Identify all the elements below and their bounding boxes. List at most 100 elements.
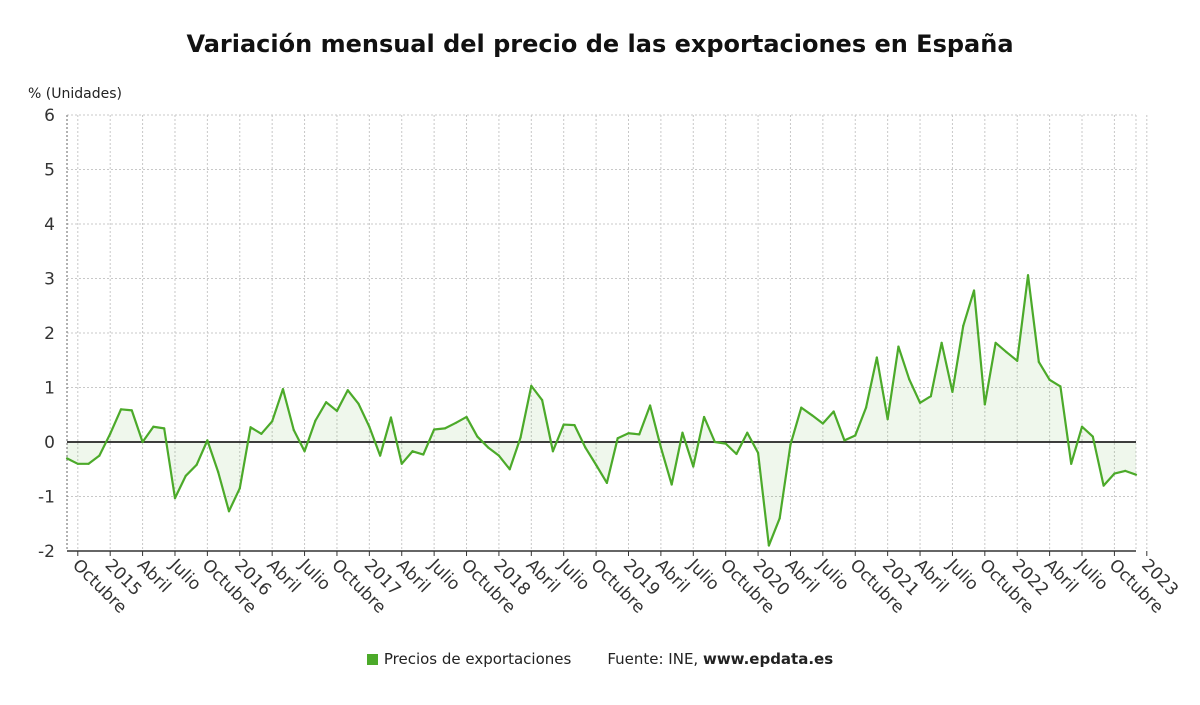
data-point — [1048, 378, 1051, 381]
data-point — [411, 450, 414, 453]
data-point — [854, 434, 857, 437]
data-point — [379, 454, 382, 457]
data-point — [875, 356, 878, 359]
y-axis-label: % (Unidades) — [28, 86, 122, 102]
data-point — [648, 404, 652, 407]
data-point — [173, 497, 177, 500]
data-point — [951, 390, 954, 393]
area-layer — [67, 275, 1136, 546]
data-point — [789, 443, 792, 446]
data-point — [519, 436, 522, 439]
data-point — [692, 465, 695, 468]
data-point — [918, 401, 922, 404]
y-tick-label: 5 — [44, 161, 55, 181]
data-point — [1134, 473, 1138, 476]
series-layer — [65, 274, 1138, 547]
data-point — [551, 450, 555, 453]
data-point — [595, 463, 598, 466]
data-point — [292, 428, 295, 432]
data-point — [433, 428, 436, 431]
data-point — [1070, 462, 1073, 465]
data-point — [702, 415, 706, 419]
data-point — [227, 510, 231, 513]
data-point — [454, 421, 457, 425]
legend: Precios de exportaciones Fuente: INE, www… — [0, 650, 1200, 668]
y-tick-label: -1 — [38, 488, 55, 508]
data-point — [1016, 359, 1019, 362]
x-tick-label: Julio — [813, 555, 853, 595]
data-point — [184, 474, 187, 477]
x-tick-label: Julio — [165, 555, 205, 595]
data-point — [962, 324, 965, 328]
data-point — [141, 440, 144, 444]
data-point — [659, 446, 662, 449]
data-point — [886, 418, 889, 421]
data-point — [627, 432, 630, 435]
data-point — [400, 462, 403, 465]
data-point — [778, 517, 781, 520]
data-point — [1005, 350, 1008, 354]
data-point — [98, 454, 101, 457]
data-point — [800, 406, 803, 409]
data-point — [767, 544, 770, 547]
data-point — [530, 384, 533, 387]
data-point — [670, 483, 673, 486]
data-point — [735, 452, 738, 456]
data-point — [994, 341, 997, 344]
source-label: Fuente: INE, — [607, 650, 699, 668]
data-point — [119, 408, 123, 411]
data-point — [497, 454, 501, 457]
data-point — [843, 439, 846, 442]
x-tick-label: Julio — [942, 555, 982, 595]
data-point — [314, 419, 317, 422]
data-point — [897, 345, 900, 348]
data-point — [487, 446, 490, 449]
data-point — [152, 425, 155, 428]
data-point — [271, 420, 274, 423]
data-point — [87, 462, 90, 465]
x-tick-label: Julio — [1072, 555, 1112, 595]
data-point — [1059, 385, 1062, 388]
axis-layer — [66, 115, 1148, 556]
data-point — [76, 462, 79, 465]
data-point — [195, 463, 198, 466]
data-point — [65, 457, 69, 460]
series-line-precios-de-exportaciones — [66, 274, 1137, 547]
data-point — [681, 431, 684, 434]
y-tick-labels: 6 5 4 3 2 1 0 -1 -2 — [38, 106, 55, 562]
data-point — [249, 426, 252, 429]
y-tick-label: -2 — [38, 542, 55, 562]
source-site: www.epdata.es — [702, 650, 834, 668]
data-point — [206, 439, 209, 442]
x-tick-labels: Octubre2015AbrilJulioOctubre2016AbrilJul… — [68, 555, 1182, 618]
data-point — [638, 433, 641, 436]
data-point — [713, 440, 716, 444]
data-point — [238, 487, 241, 490]
data-point — [476, 435, 479, 438]
data-point — [1091, 435, 1094, 438]
data-point — [756, 451, 760, 454]
data-point — [940, 341, 943, 344]
data-point — [810, 414, 814, 417]
data-point — [346, 389, 349, 392]
data-point — [541, 398, 544, 402]
data-point — [422, 453, 425, 456]
data-point — [1037, 360, 1040, 363]
data-point — [357, 402, 360, 405]
data-point — [746, 431, 749, 434]
data-point — [584, 446, 587, 449]
data-point — [1102, 484, 1105, 487]
y-tick-label: 1 — [44, 379, 55, 399]
grid-layer — [67, 114, 1148, 552]
data-point — [616, 437, 619, 440]
y-tick-label: 4 — [44, 215, 55, 235]
series-area — [67, 275, 1136, 546]
chart-title: Variación mensual del precio de las expo… — [186, 30, 1014, 58]
data-point — [1124, 469, 1127, 472]
data-point — [368, 425, 371, 428]
data-point — [508, 468, 511, 471]
data-point — [281, 388, 285, 391]
data-point — [260, 432, 263, 435]
x-tick-label: Julio — [683, 555, 723, 595]
data-point — [163, 427, 166, 430]
